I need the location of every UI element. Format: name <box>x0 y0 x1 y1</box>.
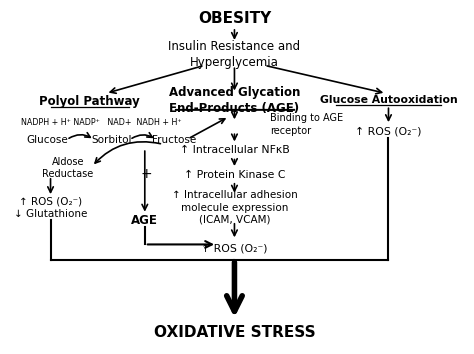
Text: Polyol Pathway: Polyol Pathway <box>39 95 140 108</box>
Text: ↑ ROS (O₂⁻): ↑ ROS (O₂⁻) <box>201 244 268 254</box>
Text: NADPH + H⁺ NADP⁺   NAD+  NADH + H⁺: NADPH + H⁺ NADP⁺ NAD+ NADH + H⁺ <box>21 118 182 127</box>
Text: Insulin Resistance and
Hyperglycemia: Insulin Resistance and Hyperglycemia <box>168 40 301 69</box>
Text: +: + <box>140 167 152 181</box>
Text: OBESITY: OBESITY <box>198 11 271 27</box>
Text: ↑ Intracellular adhesion
molecule expression
(ICAM, VCAM): ↑ Intracellular adhesion molecule expres… <box>172 190 297 225</box>
Text: AGE: AGE <box>131 215 158 227</box>
Text: ↑ ROS (O₂⁻)
↓ Glutathione: ↑ ROS (O₂⁻) ↓ Glutathione <box>14 196 87 219</box>
Text: Glucose Autooxidation: Glucose Autooxidation <box>319 96 457 105</box>
Text: Binding to AGE
receptor: Binding to AGE receptor <box>270 113 344 136</box>
Text: Sorbitol: Sorbitol <box>91 135 132 145</box>
Text: Aldose
Reductase: Aldose Reductase <box>42 157 94 179</box>
Text: Fructose: Fructose <box>152 135 196 145</box>
Text: ↑ ROS (O₂⁻): ↑ ROS (O₂⁻) <box>355 126 422 136</box>
Text: ↑ Intracellular NFκB: ↑ Intracellular NFκB <box>180 145 289 155</box>
Text: ↑ Protein Kinase C: ↑ Protein Kinase C <box>184 170 285 179</box>
Text: Advanced Glycation
End-Products (AGE): Advanced Glycation End-Products (AGE) <box>169 86 300 115</box>
Text: Glucose: Glucose <box>26 135 68 145</box>
Text: OXIDATIVE STRESS: OXIDATIVE STRESS <box>154 325 315 340</box>
